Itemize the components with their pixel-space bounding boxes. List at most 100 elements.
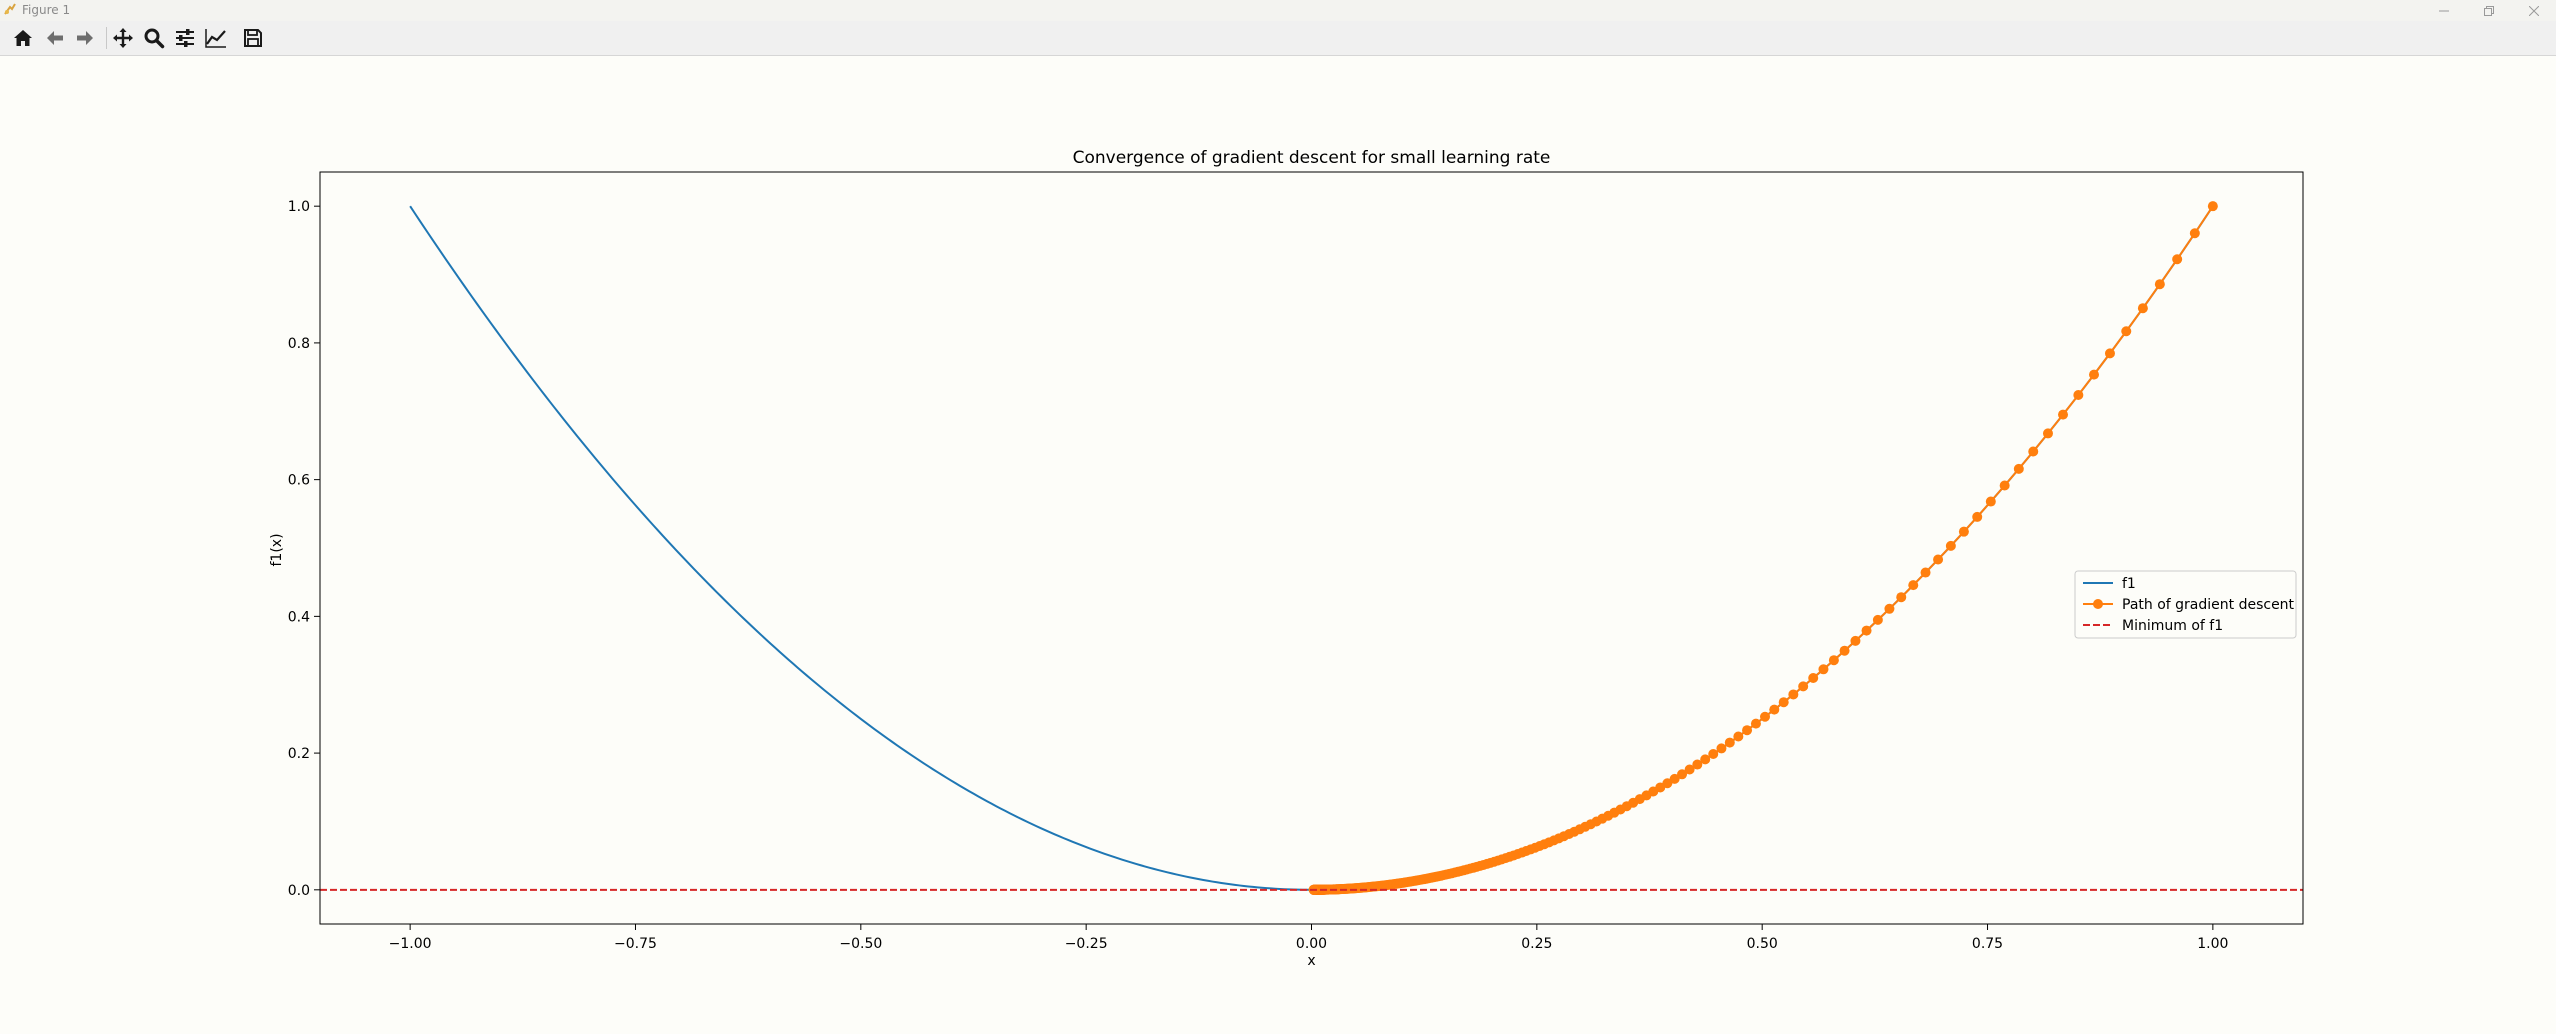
gradient-path-point <box>1669 773 1680 784</box>
gradient-path-point <box>1908 580 1919 591</box>
x-tick-label: 0.50 <box>1747 936 1778 952</box>
gradient-path-point <box>2207 201 2218 212</box>
x-tick-label: −1.00 <box>389 936 432 952</box>
gradient-path-point <box>1750 718 1761 729</box>
gradient-path-point <box>1985 496 1996 507</box>
y-axis-label: f1(x) <box>269 533 285 566</box>
save-button[interactable] <box>240 25 266 51</box>
gradient-path-point <box>1733 731 1744 742</box>
x-tick-label: 0.25 <box>1521 936 1552 952</box>
edit-axis-icon <box>205 29 226 48</box>
gradient-path-point <box>2013 463 2024 474</box>
chart: Convergence of gradient descent for smal… <box>0 56 2556 1030</box>
legend-label: Minimum of f1 <box>2122 618 2223 634</box>
gradient-path-point <box>1872 614 1883 625</box>
toolbar-separator <box>106 27 107 49</box>
gradient-path-point <box>1945 540 1956 551</box>
gradient-path-point <box>1818 664 1829 675</box>
pan-icon <box>113 28 133 48</box>
x-tick-label: −0.75 <box>614 936 657 952</box>
back-button[interactable] <box>42 25 68 51</box>
x-tick-label: −0.50 <box>839 936 882 952</box>
title-bar: Figure 1 <box>0 0 2556 21</box>
gradient-path-point <box>1700 754 1711 765</box>
home-icon <box>14 30 32 46</box>
gradient-path-point <box>1692 759 1703 770</box>
legend: f1 Path of gradient descent Minimum of f1 <box>2074 570 2297 639</box>
gradient-path-point <box>1769 704 1780 715</box>
gradient-path-point <box>1760 711 1771 722</box>
close-button[interactable] <box>2511 0 2556 21</box>
close-icon <box>2528 5 2539 16</box>
edit-axis-button[interactable] <box>203 25 229 51</box>
configure-subplots-icon <box>176 29 194 47</box>
gradient-path-point <box>1798 681 1809 692</box>
x-axis-label: x <box>1307 953 1315 969</box>
restore-icon <box>2483 5 2494 16</box>
gradient-path-point <box>2058 409 2069 420</box>
y-tick-label: 0.2 <box>288 746 310 762</box>
window-controls <box>2421 0 2556 21</box>
app-icon <box>4 3 16 15</box>
x-tick-label: 0.75 <box>1972 936 2003 952</box>
home-button[interactable] <box>10 25 36 51</box>
gradient-path-point <box>1972 511 1983 522</box>
gradient-path-point <box>1708 749 1719 760</box>
gradient-path-point <box>2073 390 2084 400</box>
save-icon <box>244 29 262 47</box>
y-tick-label: 0.6 <box>288 473 310 489</box>
gradient-path-point <box>1778 697 1789 708</box>
gradient-path-point <box>1808 673 1819 684</box>
plot-area <box>320 201 2303 895</box>
zoom-icon <box>144 28 165 49</box>
window-title: Figure 1 <box>22 3 71 17</box>
navigation-toolbar <box>0 21 2556 56</box>
forward-icon <box>77 31 93 45</box>
gradient-path-point <box>1724 737 1735 748</box>
legend-label: Path of gradient descent <box>2122 597 2295 613</box>
gradient-path-point <box>2089 369 2099 380</box>
gradient-path-point <box>1999 480 2010 491</box>
gradient-path-point <box>1828 655 1839 666</box>
gradient-path-point <box>1884 603 1895 614</box>
gradient-path-point <box>1788 689 1799 700</box>
configure-subplots-button[interactable] <box>172 25 198 51</box>
legend-box <box>2074 570 2297 639</box>
pan-button[interactable] <box>110 25 136 51</box>
gradient-path-point <box>1716 743 1727 754</box>
gradient-path-point <box>1861 625 1872 636</box>
minimize-icon <box>2438 10 2449 11</box>
forward-button[interactable] <box>72 25 98 51</box>
gradient-path-point <box>2189 228 2200 239</box>
gradient-path-point <box>2172 254 2183 265</box>
gradient-path-point <box>1958 526 1969 537</box>
gradient-path-point <box>1896 592 1907 603</box>
gradient-path-point <box>1933 554 1944 565</box>
gradient-path-point <box>1850 635 1861 646</box>
back-icon <box>47 31 63 45</box>
gradient-path-point <box>2104 348 2115 359</box>
y-tick-label: 1.0 <box>288 199 310 215</box>
x-tick-label: −0.25 <box>1065 936 1108 952</box>
chart-title: Convergence of gradient descent for smal… <box>1073 148 1551 168</box>
x-tick-label: 1.00 <box>2197 936 2228 952</box>
x-tick-label: 0.00 <box>1296 936 1327 952</box>
legend-label: f1 <box>2122 576 2136 592</box>
minimize-button[interactable] <box>2421 0 2466 21</box>
gradient-path-point <box>2154 279 2165 290</box>
y-tick-label: 0.8 <box>288 336 310 352</box>
gradient-path-point <box>1742 725 1753 736</box>
y-tick-label: 0.4 <box>288 609 310 625</box>
figure-canvas[interactable]: Convergence of gradient descent for smal… <box>0 56 2556 1030</box>
gradient-path-point <box>1839 645 1850 656</box>
y-tick-label: 0.0 <box>288 883 310 899</box>
gradient-path-point <box>1920 567 1931 578</box>
gradient-path-point <box>2028 446 2039 457</box>
gradient-path-point <box>2042 428 2053 439</box>
gradient-path-point <box>2137 303 2148 314</box>
zoom-button[interactable] <box>141 25 167 51</box>
gradient-path-point <box>2121 326 2132 337</box>
legend-marker <box>2093 599 2103 609</box>
restore-button[interactable] <box>2466 0 2511 21</box>
